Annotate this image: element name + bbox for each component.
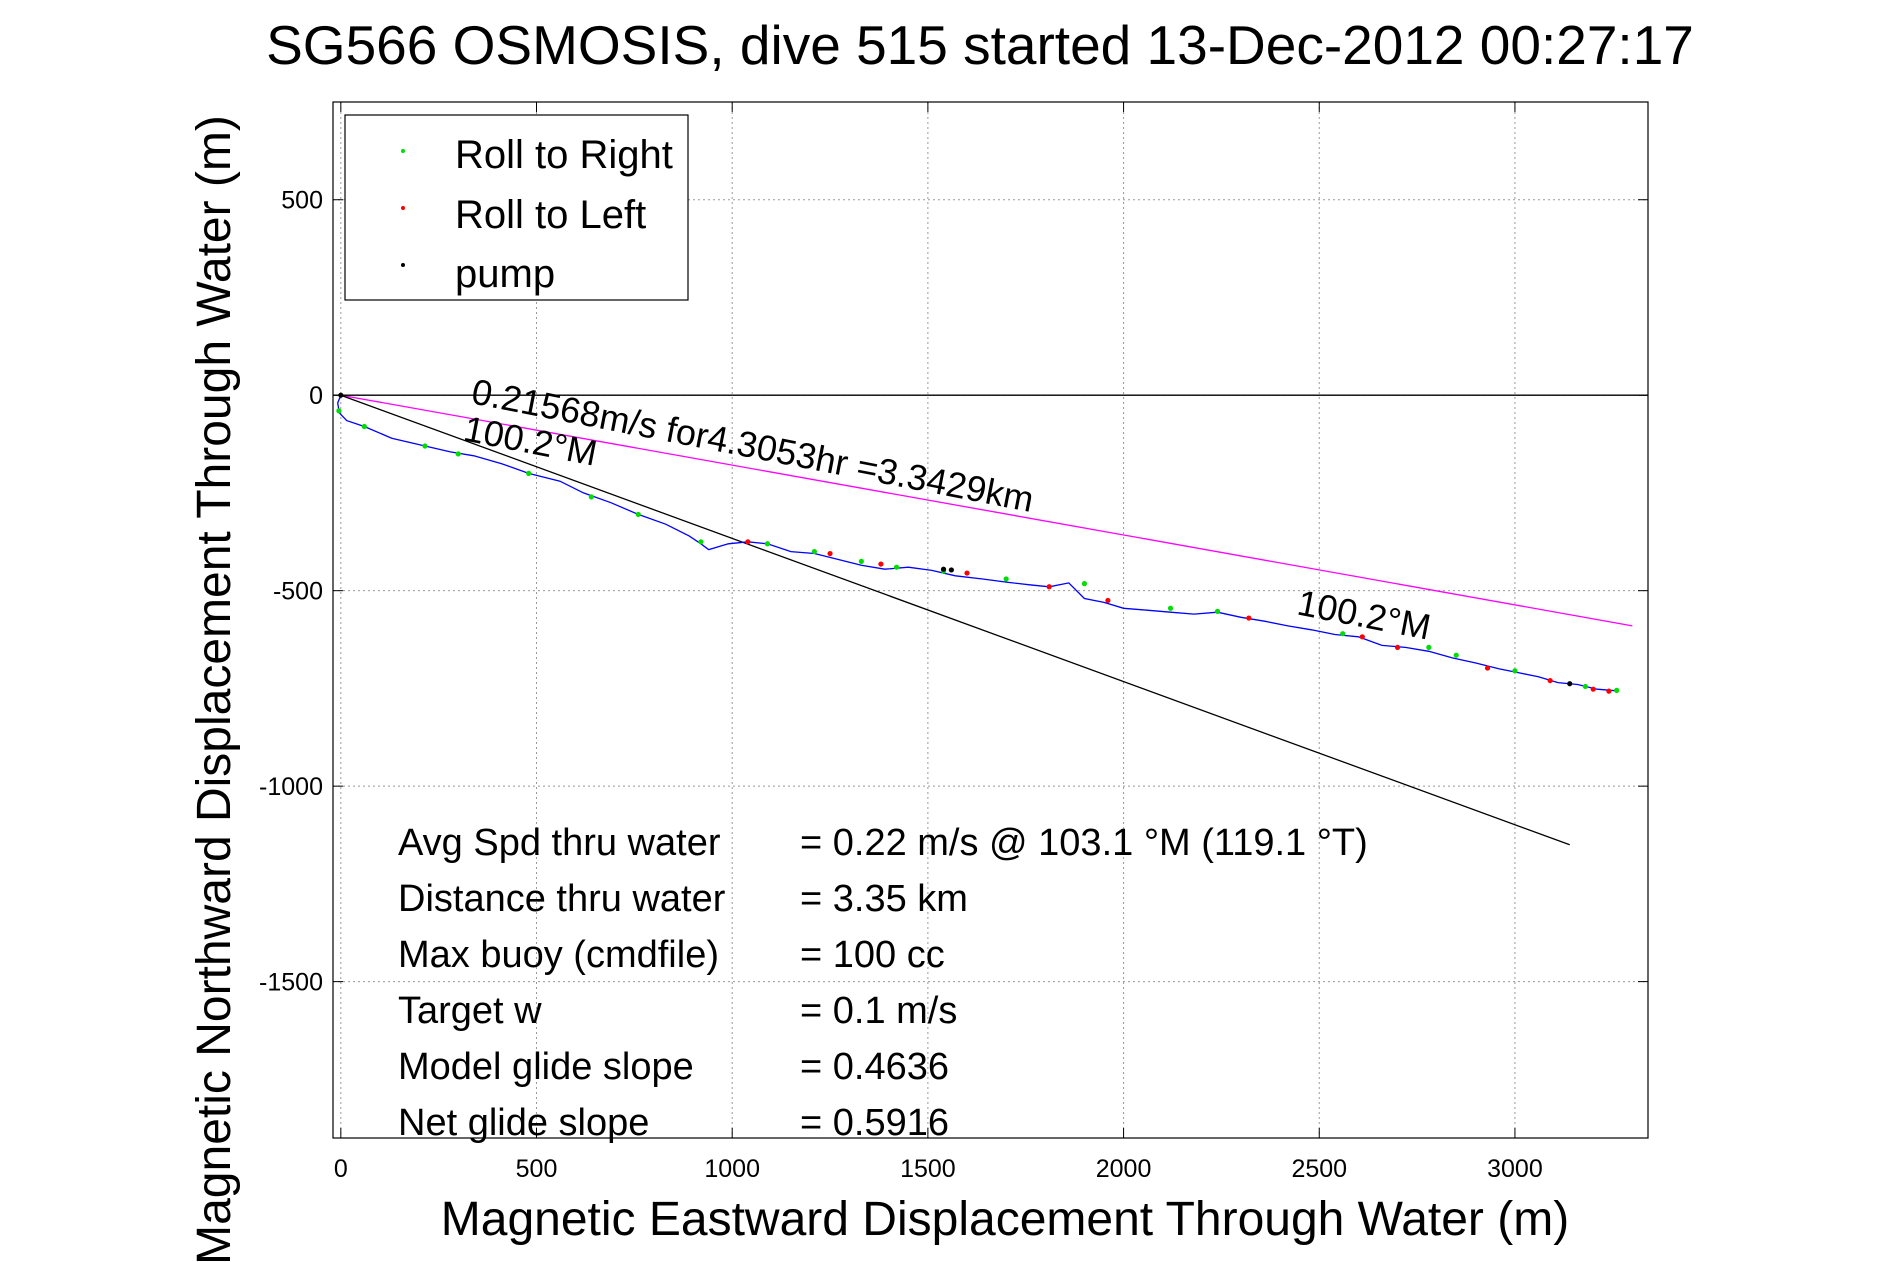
- roll-right-marker: [526, 470, 532, 476]
- stat-value-net-glide: = 0.5916: [800, 1102, 949, 1144]
- roll-right-marker: [893, 564, 900, 570]
- roll-left-marker: [1394, 644, 1401, 650]
- roll-right-marker: [1453, 652, 1459, 658]
- x-tick-label: 1000: [704, 1155, 760, 1183]
- roll-right-marker: [455, 451, 461, 457]
- stat-value-distance: = 3.35 km: [800, 878, 968, 920]
- roll-right-marker: [764, 541, 771, 547]
- roll-right-marker: [1167, 605, 1174, 611]
- x-axis-label: Magnetic Eastward Displacement Through W…: [441, 1193, 1569, 1246]
- plot-frame: [332, 101, 1649, 1139]
- roll-left-marker: [878, 561, 884, 567]
- legend-roll-left-label: Roll to Left: [455, 193, 646, 237]
- roll-right-marker: [1426, 644, 1432, 650]
- roll-left-marker: [1246, 615, 1252, 621]
- stats-block: Avg Spd thru water = 0.22 m/s @ 103.1 °M…: [398, 822, 1368, 1144]
- stat-label-model-glide: Model glide slope: [398, 1046, 694, 1088]
- pump-marker: [940, 566, 947, 572]
- roll-left-marker: [1547, 677, 1553, 684]
- roll-right-marker: [635, 511, 641, 518]
- roll-right-marker: [361, 423, 367, 430]
- roll-right-marker: [858, 558, 864, 564]
- roll-right-marker: [698, 539, 704, 545]
- legend-pump-marker: [401, 263, 405, 267]
- y-tick-label: 0: [309, 382, 323, 410]
- stat-label-net-glide: Net glide slope: [398, 1102, 649, 1144]
- y-tick-label: 500: [281, 187, 323, 215]
- x-tick-label: 1500: [900, 1155, 956, 1183]
- legend: Roll to Right Roll to Left pump: [344, 114, 689, 301]
- roll-right-marker: [336, 408, 342, 414]
- speed-vector-line: [340, 394, 1633, 627]
- roll-right-marker: [811, 548, 817, 555]
- x-tick-label: 3000: [1487, 1155, 1543, 1183]
- annotations: 0.21568m/s for4.3053hr =3.3429km100.2°M1…: [461, 371, 1434, 648]
- x-tick-label: 500: [516, 1155, 558, 1183]
- x-tick-label: 2000: [1096, 1155, 1152, 1183]
- legend-pump-label: pump: [455, 252, 555, 296]
- roll-left-marker: [1359, 634, 1365, 640]
- roll-left-marker: [1606, 688, 1612, 694]
- roll-right-marker: [1582, 683, 1588, 690]
- stat-value-max-buoy: = 100 cc: [800, 934, 945, 976]
- legend-roll-left-marker: [401, 206, 405, 210]
- track-series: [337, 394, 1617, 692]
- pump-marker: [1567, 681, 1573, 687]
- pump-marker: [948, 567, 954, 573]
- y-tick-label: -500: [273, 578, 323, 606]
- roll-right-marker: [422, 443, 428, 449]
- legend-roll-right-label: Roll to Right: [455, 133, 673, 177]
- y-ticks: 500 0 -500 -1000 -1500: [259, 187, 1648, 997]
- roll-right-marker: [1003, 576, 1009, 582]
- pump-marker: [338, 392, 344, 398]
- roll-left-marker: [1046, 584, 1052, 590]
- reference-lines: [333, 394, 1648, 846]
- roll-left-marker: [964, 570, 970, 576]
- y-axis-label: Magnetic Northward Displacement Through …: [188, 115, 241, 1262]
- roll-right-marker: [1614, 687, 1620, 693]
- chart-title: SG566 OSMOSIS, dive 515 started 13-Dec-2…: [266, 14, 1694, 76]
- stat-label-max-buoy: Max buoy (cmdfile): [398, 934, 719, 976]
- roll-left-marker: [1590, 686, 1596, 692]
- stat-value-target-w: = 0.1 m/s: [800, 990, 957, 1032]
- stat-value-model-glide: = 0.4636: [800, 1046, 949, 1088]
- roll-right-marker: [588, 494, 594, 500]
- y-tick-label: -1000: [259, 773, 323, 801]
- y-tick-label: -1500: [259, 969, 323, 997]
- x-ticks: 0 500 1000 1500 2000 2500 3000: [334, 102, 1543, 1183]
- roll-right-marker: [1081, 581, 1088, 587]
- stat-label-avg-speed: Avg Spd thru water: [398, 822, 721, 864]
- roll-left-marker: [745, 539, 751, 545]
- marker-series: [336, 392, 1620, 694]
- stat-label-distance: Distance thru water: [398, 878, 726, 920]
- stat-value-avg-speed: = 0.22 m/s @ 103.1 °M (119.1 °T): [800, 822, 1368, 864]
- x-tick-label: 2500: [1291, 1155, 1347, 1183]
- roll-right-marker: [1214, 608, 1221, 614]
- stat-label-target-w: Target w: [398, 990, 542, 1032]
- roll-left-marker: [827, 550, 833, 557]
- roll-right-marker: [1512, 668, 1518, 674]
- roll-right-marker: [1340, 631, 1346, 637]
- x-tick-label: 0: [334, 1155, 348, 1183]
- glider-track-line: [337, 394, 1617, 692]
- legend-roll-right-marker: [401, 149, 405, 153]
- roll-left-marker: [1105, 597, 1111, 604]
- heading-reference-line: [340, 394, 1570, 846]
- roll-left-marker: [1484, 665, 1491, 671]
